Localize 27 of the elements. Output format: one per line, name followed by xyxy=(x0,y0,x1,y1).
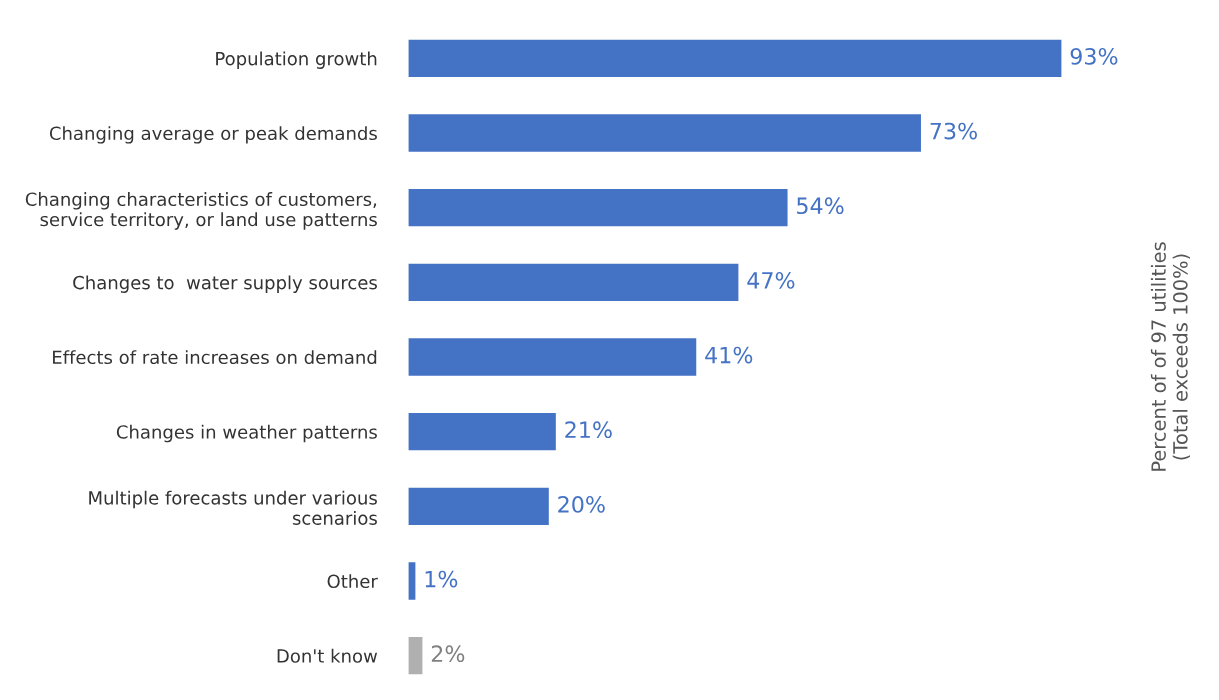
y-tick-label: Other xyxy=(327,574,378,589)
bar xyxy=(408,39,1062,77)
data-label: 1% xyxy=(425,570,458,588)
data-label: 54% xyxy=(797,197,844,215)
data-label: 93% xyxy=(1070,47,1118,65)
y-tick-label: Effects of rate increases on demand xyxy=(53,350,377,365)
y-tick-label: Changes to water supply sources xyxy=(73,275,377,293)
bar xyxy=(408,413,556,451)
bar xyxy=(408,263,739,301)
data-label: 2% xyxy=(431,645,465,663)
data-label: 20% xyxy=(558,495,605,513)
bar xyxy=(408,487,549,525)
data-label: 21% xyxy=(565,421,612,439)
y-tick-label: Changing characteristics of customers, service territory, or land use patterns xyxy=(25,192,377,230)
bar xyxy=(408,114,921,152)
y-tick-label: Multiple forecasts under various scenarios xyxy=(89,490,377,525)
y-axis-title: Percent of of 97 utilities (Total exceeds 100%) xyxy=(1150,242,1190,471)
bar xyxy=(408,189,788,227)
bar xyxy=(408,637,423,675)
y-tick-label: Don't know xyxy=(277,648,378,663)
bar xyxy=(408,338,697,376)
data-label: 41% xyxy=(705,346,753,364)
y-tick-label: Changes in weather patterns xyxy=(116,424,377,443)
y-tick-label: Changing average or peak demands xyxy=(49,126,377,144)
data-label: 73% xyxy=(930,122,977,140)
y-tick-label: Population growth xyxy=(216,51,377,69)
data-label: 47% xyxy=(747,271,795,289)
